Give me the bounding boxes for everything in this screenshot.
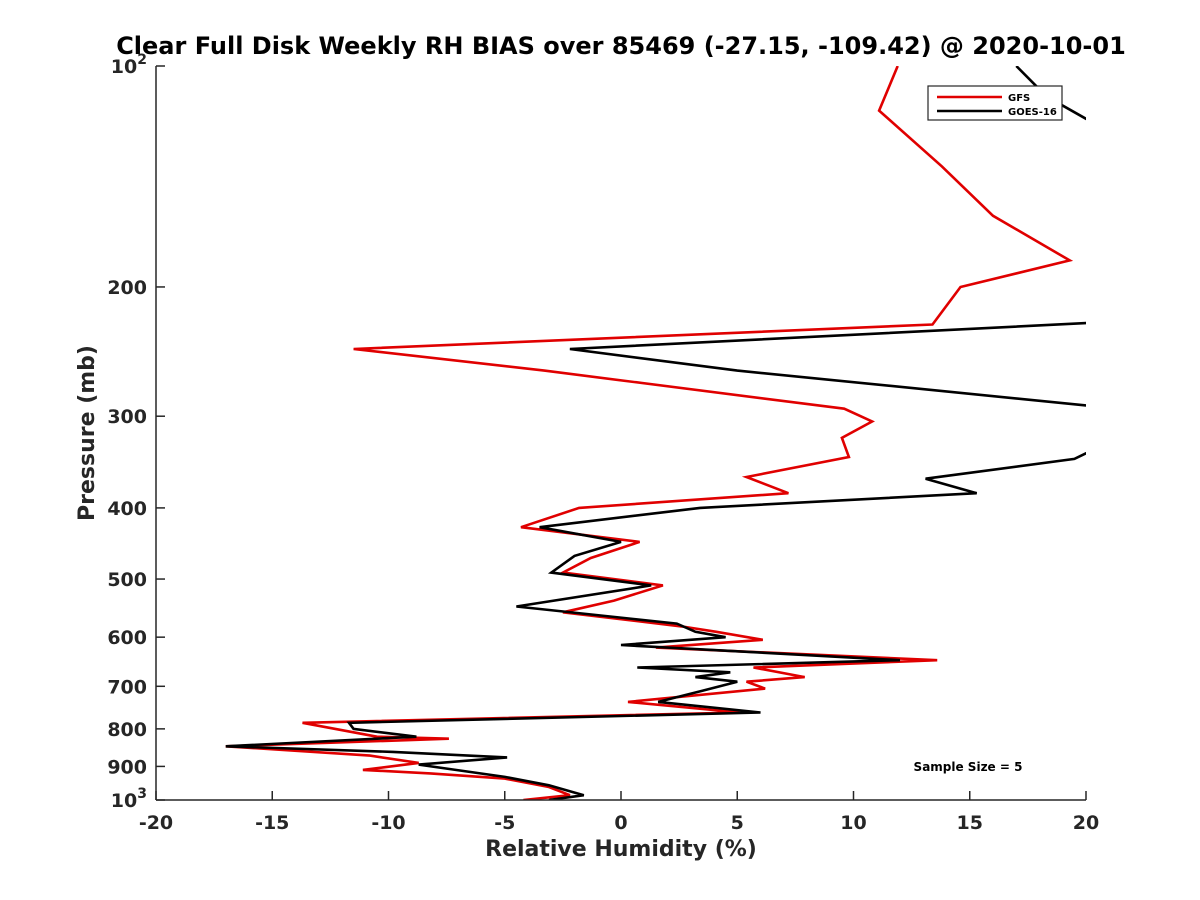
y-tick-label: 400 — [107, 498, 147, 520]
y-tick-label: 103 — [111, 786, 147, 812]
x-axis-label: Relative Humidity (%) — [485, 837, 757, 862]
y-tick-label: 600 — [107, 627, 147, 649]
legend-box — [927, 85, 1063, 121]
y-tick-label: 900 — [107, 756, 147, 778]
series-layer — [225, 66, 1086, 800]
x-tick-label: 0 — [614, 812, 627, 834]
y-tick-label: 800 — [107, 719, 147, 741]
legend-label-gfs: GFS — [1008, 93, 1030, 104]
y-tick-label: 500 — [107, 569, 147, 591]
chart-title: Clear Full Disk Weekly RH BIAS over 8546… — [116, 32, 1126, 60]
x-tick-label: 5 — [731, 812, 744, 834]
y-ticks: 102 200 300 400 500 600 700 800 900 103 — [107, 52, 165, 812]
sample-size-annotation: Sample Size = 5 — [914, 760, 1023, 774]
legend: GFS GOES-16 — [927, 85, 1063, 121]
series-line-gfs — [225, 66, 1074, 800]
series-line-goes-16 — [225, 66, 1086, 800]
y-tick-label: 700 — [107, 676, 147, 698]
x-tick-label: -10 — [371, 812, 405, 834]
x-tick-label: -20 — [139, 812, 173, 834]
y-tick-label: 300 — [107, 406, 147, 428]
axes-layer — [155, 66, 1086, 801]
x-tick-label: -15 — [255, 812, 289, 834]
y-tick-label: 102 — [111, 52, 147, 78]
x-tick-label: -5 — [494, 812, 515, 834]
legend-label-goes-16: GOES-16 — [1008, 107, 1057, 118]
x-tick-label: 10 — [840, 812, 866, 834]
x-tick-label: 20 — [1073, 812, 1099, 834]
y-tick-label: 200 — [107, 277, 147, 299]
x-ticks: -20 -15 -10 -5 0 5 10 15 20 — [139, 791, 1099, 834]
x-tick-label: 15 — [957, 812, 983, 834]
y-axis-label: Pressure (mb) — [75, 345, 100, 521]
